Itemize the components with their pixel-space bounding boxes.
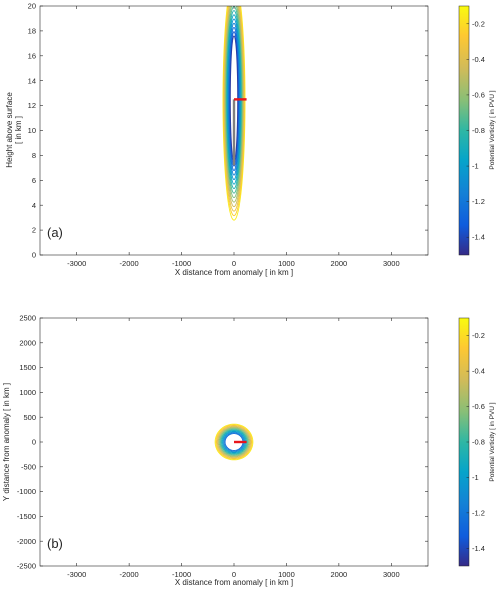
- panel-b-colorbar-label: Potential Vorticity [ in PVU ]: [489, 402, 496, 481]
- x-tick-label: 3000: [383, 570, 400, 579]
- y-tick-label: 0: [32, 438, 36, 447]
- contour-line: [224, 6, 244, 203]
- contour-line: [222, 6, 246, 221]
- y-tick-label: 1000: [19, 388, 36, 397]
- y-tick-label: 2500: [19, 314, 36, 323]
- x-tick-label: 2000: [331, 259, 348, 268]
- panel-a-colorbar-ticks: -0.2 -0.4 -0.6 -0.8 -1 -1.2 -1.4: [466, 19, 485, 242]
- y-tick-label: -500: [21, 462, 36, 471]
- colorbar-tick-label: -0.6: [472, 402, 485, 411]
- y-tick-label: 18: [28, 27, 36, 36]
- contour-line: [215, 424, 253, 460]
- x-tick-label: 2000: [331, 570, 348, 579]
- contour-line: [214, 423, 254, 461]
- y-tick-label: 14: [28, 76, 36, 85]
- panel-a-contours: [222, 6, 246, 221]
- x-tick-label: -1000: [172, 570, 191, 579]
- panel-a-x-ticks: -3000 -2000 -1000 0 1000 2000 3000: [67, 6, 400, 268]
- y-tick-label: 8: [32, 151, 36, 160]
- contour-line: [221, 429, 247, 455]
- contour-line: [217, 426, 251, 458]
- panel-a-y-ticks: 0 2 4 6 8 10 12 14 16 18 20: [28, 2, 428, 260]
- y-tick-label: 1500: [19, 363, 36, 372]
- panel-a-label: (a): [47, 225, 63, 240]
- contour-line: [225, 6, 243, 199]
- y-tick-label: 2000: [19, 338, 36, 347]
- colorbar-tick-label: -1: [472, 473, 479, 482]
- colorbar-tick-label: -0.8: [472, 126, 485, 135]
- panel-b-label: (b): [47, 536, 63, 551]
- contour-line: [227, 18, 241, 181]
- panel-a-y-axis-unit: [ in km ]: [14, 116, 23, 144]
- x-tick-label: -2000: [120, 259, 139, 268]
- y-tick-label: -2500: [17, 562, 36, 571]
- contour-line: [228, 22, 240, 176]
- panel-a-segments: [232, 98, 247, 166]
- colorbar-tick-label: -1.4: [472, 233, 485, 242]
- contour-line: [218, 427, 250, 457]
- contour-line: [229, 31, 239, 167]
- y-tick-label: 4: [32, 201, 36, 210]
- contour-line: [226, 10, 242, 190]
- panel-a-x-axis-label: X distance from anomaly [ in km ]: [175, 268, 293, 277]
- colorbar-tick-label: -0.2: [472, 331, 485, 340]
- contour-line: [223, 6, 245, 217]
- contour-line: [224, 6, 244, 208]
- panel-a-colorbar-label: Potential Vorticity [ in PVU ]: [489, 90, 496, 169]
- x-tick-label: 0: [232, 259, 236, 268]
- x-tick-label: 3000: [383, 259, 400, 268]
- contour-line: [221, 430, 247, 454]
- colorbar-tick-label: -0.8: [472, 438, 485, 447]
- panel-b-y-ticks: -2500 -2000 -1500 -1000 -500 0 500 1000 1500 2000…: [17, 314, 428, 571]
- y-tick-label: 0: [32, 251, 36, 260]
- colorbar-tick-label: -0.4: [472, 367, 485, 376]
- colorbar-tick-label: -0.6: [472, 90, 485, 99]
- x-tick-label: 1000: [278, 570, 295, 579]
- contour-line: [219, 427, 249, 457]
- panel-b-contours: [214, 423, 254, 461]
- colorbar-tick-label: -0.2: [472, 19, 485, 28]
- colorbar-tick-label: -1: [472, 162, 479, 171]
- x-tick-label: -1000: [172, 259, 191, 268]
- colorbar-tick-label: -0.4: [472, 55, 485, 64]
- contour-line: [216, 425, 252, 459]
- x-tick-label: -3000: [67, 570, 86, 579]
- x-tick-label: -2000: [120, 570, 139, 579]
- contour-line: [224, 433, 244, 451]
- panel-b-chart: -3000 -2000 -1000 0 1000 2000 3000 -2500-2000-…: [2, 314, 496, 587]
- panel-b-x-ticks: -3000 -2000 -1000 0 1000 2000 3000: [67, 318, 400, 579]
- y-tick-label: 12: [28, 101, 36, 110]
- y-tick-label: 6: [32, 176, 36, 185]
- y-tick-label: 500: [23, 413, 36, 422]
- y-tick-label: 2: [32, 226, 36, 235]
- contour-line: [225, 6, 243, 194]
- contour-line: [220, 428, 248, 456]
- colorbar-tick-label: -1.2: [472, 508, 485, 517]
- contour-line: [229, 35, 239, 163]
- contour-line: [227, 14, 241, 185]
- y-tick-label: 16: [28, 51, 36, 60]
- panel-a-chart: -3000 -2000 -1000 0 1000 2000 3000 0 2 4 6 8 10 12 14…: [5, 2, 496, 277]
- panel-b-colorbar-ticks: -0.2 -0.4 -0.6 -0.8 -1 -1.2 -1.4: [466, 331, 485, 553]
- contour-line: [223, 6, 245, 212]
- x-tick-label: 1000: [278, 259, 295, 268]
- panel-b-y-axis-label: Y distance from anomaly [ in km ]: [2, 383, 11, 501]
- panel-a-y-axis-label: Height above surface: [5, 92, 14, 168]
- contour-line: [222, 431, 246, 453]
- y-tick-label: 10: [28, 126, 36, 135]
- colorbar-tick-label: -1.4: [472, 544, 485, 553]
- contour-line: [223, 432, 245, 452]
- y-tick-label: -1500: [17, 512, 36, 521]
- y-tick-label: 20: [28, 2, 36, 11]
- panel-b-x-axis-label: X distance from anomaly [ in km ]: [175, 578, 293, 587]
- y-tick-label: -1000: [17, 487, 36, 496]
- x-tick-label: -3000: [67, 259, 86, 268]
- contour-line: [228, 26, 240, 172]
- x-tick-label: 0: [232, 570, 236, 579]
- y-tick-label: -2000: [17, 537, 36, 546]
- colorbar-tick-label: -1.2: [472, 197, 485, 206]
